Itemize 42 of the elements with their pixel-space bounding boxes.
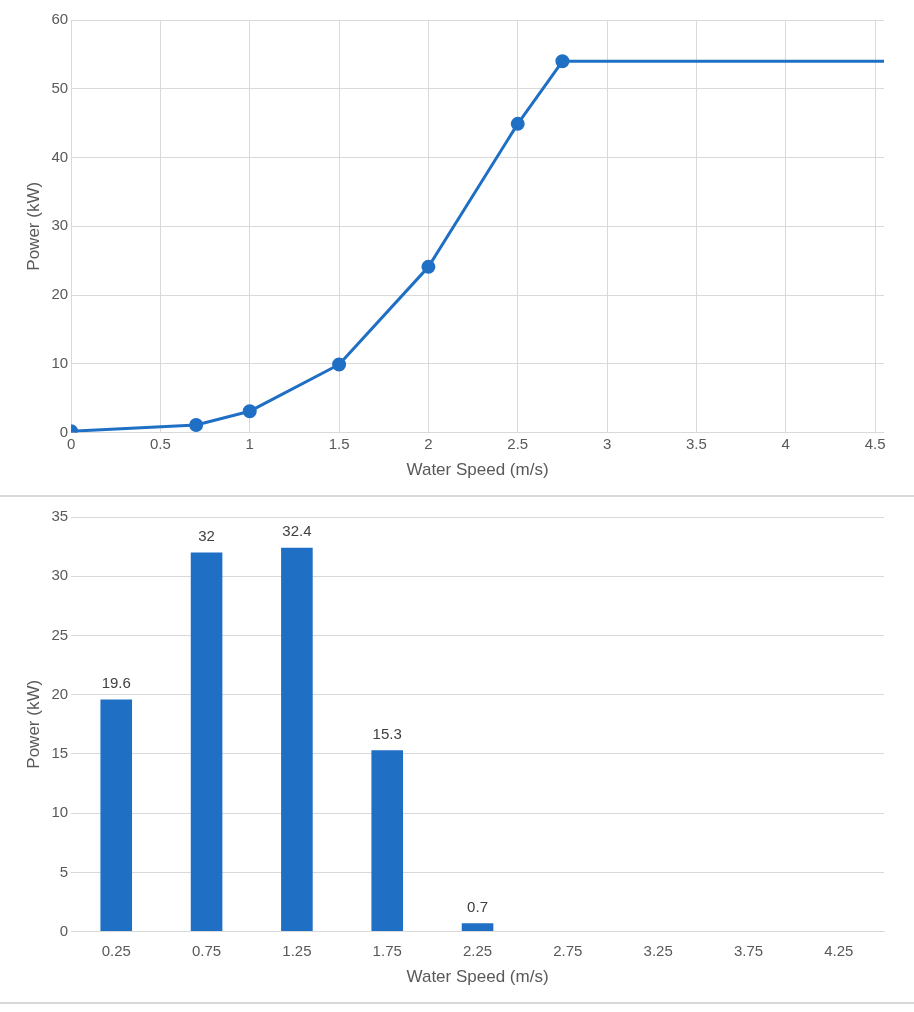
- y-tick-label: 30: [51, 566, 69, 584]
- y-axis-title: Power (kW): [23, 181, 43, 271]
- x-tick-label: 2.5: [507, 434, 529, 452]
- y-tick-label: 40: [51, 147, 69, 165]
- x-axis-title: Water Speed (m/s): [406, 967, 549, 987]
- y-tick-label: 35: [51, 507, 69, 525]
- x-tick-label: 3.75: [733, 941, 764, 959]
- y-tick-label: 30: [51, 216, 69, 234]
- y-tick-label: 10: [51, 353, 69, 371]
- x-tick-label: 1.5: [328, 434, 350, 452]
- x-tick-label: 3: [602, 434, 612, 452]
- x-tick-label: 1: [245, 434, 254, 452]
- x-axis-title: Water Speed (m/s): [406, 460, 549, 480]
- x-tick-label: 3.5: [685, 434, 707, 452]
- data-label: 15.3: [372, 725, 402, 742]
- y-tick-label: 25: [51, 625, 69, 643]
- y-tick-label: 0: [59, 422, 69, 440]
- x-tick-label: 0.5: [149, 434, 171, 452]
- y-tick-label: 20: [51, 684, 69, 702]
- x-tick-label: 0.25: [101, 941, 131, 959]
- x-tick-label: 3.25: [643, 941, 673, 959]
- data-label: 32.4: [282, 522, 312, 540]
- y-tick-label: 10: [51, 803, 69, 821]
- data-label: 19.6: [101, 674, 131, 692]
- data-label: 32: [198, 527, 215, 545]
- x-tick-label: 1.75: [372, 941, 402, 959]
- x-tick-label: 4.5: [864, 434, 886, 452]
- y-tick-label: 60: [51, 10, 69, 28]
- y-tick-label: 5: [59, 862, 69, 880]
- x-tick-label: 1.25: [282, 941, 312, 959]
- y-axis-title: Power (kW): [23, 679, 43, 769]
- x-tick-label: 2.75: [553, 941, 583, 959]
- data-label: 0.7: [467, 897, 488, 915]
- y-tick-label: 20: [51, 285, 69, 303]
- x-tick-label: 0.75: [191, 941, 222, 959]
- y-tick-label: 50: [51, 78, 69, 96]
- x-tick-label: 2.25: [462, 941, 493, 959]
- y-tick-label: 0: [59, 921, 69, 939]
- x-tick-label: 4: [781, 434, 790, 452]
- y-tick-label: 15: [51, 744, 69, 762]
- x-tick-label: 2: [424, 434, 433, 452]
- x-tick-label: 4.25: [824, 941, 854, 959]
